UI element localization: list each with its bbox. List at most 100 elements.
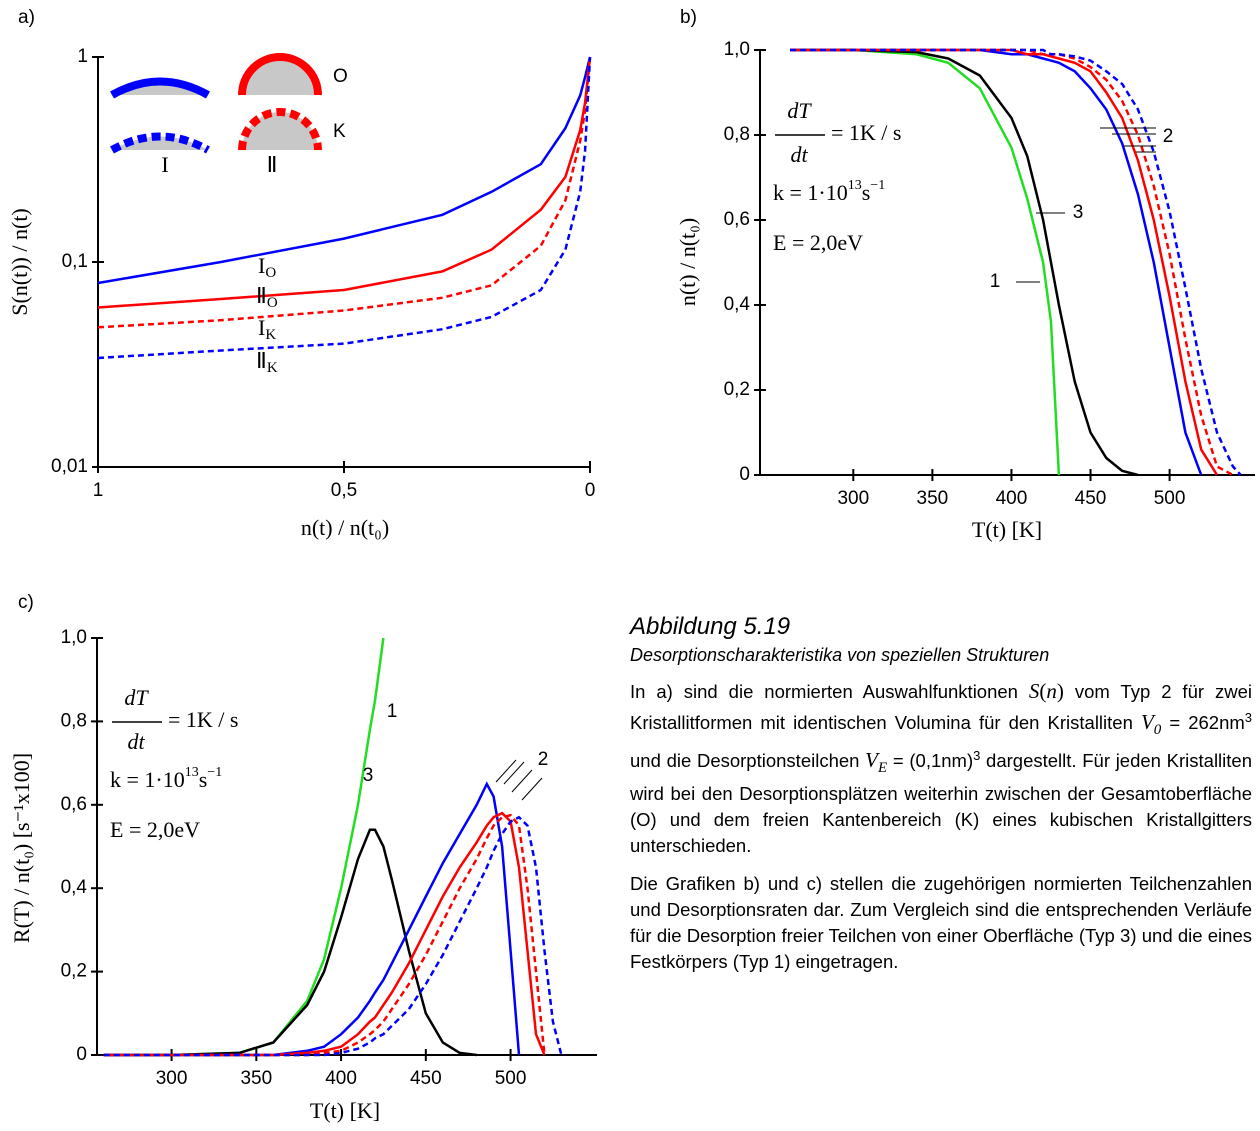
leader [521, 777, 543, 801]
formula-part: k = 1·10 [110, 767, 185, 792]
curve-label: 1 [990, 271, 1001, 292]
formula-part: −1 [207, 765, 222, 780]
x-tick-label: 400 [325, 1068, 357, 1089]
curve-label: 3 [363, 765, 374, 786]
text: V [1140, 710, 1154, 735]
formula: E = 2,0eV [110, 817, 200, 842]
y-tick-label: 0 [739, 464, 750, 485]
data-line [103, 828, 477, 1057]
data-line [97, 56, 592, 329]
data-line [790, 48, 1061, 476]
text: ( [1039, 679, 1047, 703]
formula-part: s [199, 767, 208, 792]
text: 3 [1244, 710, 1252, 725]
text: dargestellt. Für jeden Kristalliten wird… [630, 750, 1252, 856]
x-axis-label: T(t) [K] [310, 1098, 380, 1123]
text: = 262nm [1161, 712, 1245, 734]
series-label: ⅡO [256, 283, 278, 311]
shape [238, 53, 322, 96]
x-axis-label: T(t) [K] [972, 517, 1042, 542]
series-label: IK [258, 315, 276, 343]
data-line [790, 48, 1203, 476]
series-name: I [258, 253, 265, 278]
y-tick-label: 1 [77, 46, 88, 67]
text: 0 [1153, 721, 1162, 738]
caption-subtitle: Desorptionscharakteristika von spezielle… [630, 645, 1050, 665]
caption: Abbildung 5.19 Desorptionscharakteristik… [630, 612, 1252, 987]
leader [503, 761, 525, 785]
shape [110, 132, 210, 154]
panel-label: a) [18, 7, 35, 28]
text: und die Desorptionsteilchen [630, 750, 866, 771]
y-tick-label: 0,6 [61, 794, 87, 815]
caption-title: Abbildung 5.19 [630, 613, 791, 640]
panel-label: b) [680, 7, 697, 28]
x-tick-label: 450 [1075, 488, 1107, 509]
shape-label: K [333, 121, 346, 142]
series-name: I [258, 315, 265, 340]
leader [495, 759, 517, 783]
x-tick-label: 350 [240, 1068, 272, 1089]
text: ) [1056, 679, 1064, 703]
formula: dT [787, 98, 812, 123]
x-axis-label: n(t) / n(t₀) [301, 515, 389, 540]
series-subscript: K [267, 360, 278, 376]
data-line [97, 56, 592, 285]
formula: k = 1·1013s−1 [110, 765, 222, 792]
formula: k = 1·1013s−1 [773, 178, 885, 205]
shape-label: O [333, 66, 348, 87]
y-tick-label: 0,8 [724, 124, 750, 145]
text: V [865, 748, 878, 772]
paragraph: In a) sind die normierten Auswahlfunktio… [630, 678, 1252, 859]
x-tick-label: 500 [495, 1068, 527, 1089]
y-tick-label: 0,4 [61, 877, 88, 898]
curve-label: 3 [1073, 202, 1084, 223]
shape [242, 112, 318, 150]
formula: = 1K / s [831, 120, 901, 145]
y-tick-label: 0,2 [61, 961, 87, 982]
x-tick-label: 1 [93, 480, 104, 501]
x-tick-label: 300 [156, 1068, 188, 1089]
y-axis-label: n(t) / n(t₀) [675, 218, 700, 306]
formula-part: −1 [870, 178, 885, 193]
shape-label: I [161, 152, 168, 177]
x-tick-label: 400 [996, 488, 1028, 509]
series-subscript: O [265, 265, 276, 281]
text: vom Typ 2 für zwei Kristallitformen mit … [630, 681, 1252, 734]
y-axis-label: S(n(t)) / n(t) [7, 208, 32, 316]
x-tick-label: 0 [585, 480, 596, 501]
y-tick-label: 0,6 [724, 209, 750, 230]
y-tick-label: 0,4 [724, 294, 751, 315]
text: = (0,1nm) [887, 750, 974, 771]
series-label: IO [258, 253, 276, 281]
x-tick-label: 300 [837, 488, 869, 509]
formula: = 1K / s [168, 707, 238, 732]
shape [110, 77, 210, 99]
text: n [1046, 679, 1057, 703]
text: S [1028, 679, 1040, 703]
formula: dt [790, 142, 808, 167]
x-tick-label: 450 [410, 1068, 442, 1089]
y-tick-label: 0 [76, 1044, 87, 1065]
formula-part: s [862, 180, 871, 205]
leader [511, 769, 533, 793]
formula-part: 13 [185, 765, 199, 780]
data-line [103, 815, 563, 1057]
data-line [97, 56, 592, 309]
y-tick-label: 1,0 [724, 39, 750, 60]
text: 3 [973, 747, 981, 763]
data-line [790, 48, 1242, 476]
shape-legend: O K I Ⅱ [110, 53, 348, 177]
series-subscript: O [267, 295, 278, 311]
formula: E = 2,0eV [773, 230, 863, 255]
paragraph: Die Grafiken b) und c) stellen die zugeh… [630, 872, 1252, 972]
formula-part: k = 1·10 [773, 180, 848, 205]
y-tick-label: 0,01 [51, 456, 88, 477]
curve-label: 2 [1163, 126, 1174, 147]
x-tick-label: 350 [917, 488, 949, 509]
data-line [790, 48, 1139, 477]
series-name: Ⅱ [256, 283, 267, 308]
formula: dT [124, 685, 149, 710]
